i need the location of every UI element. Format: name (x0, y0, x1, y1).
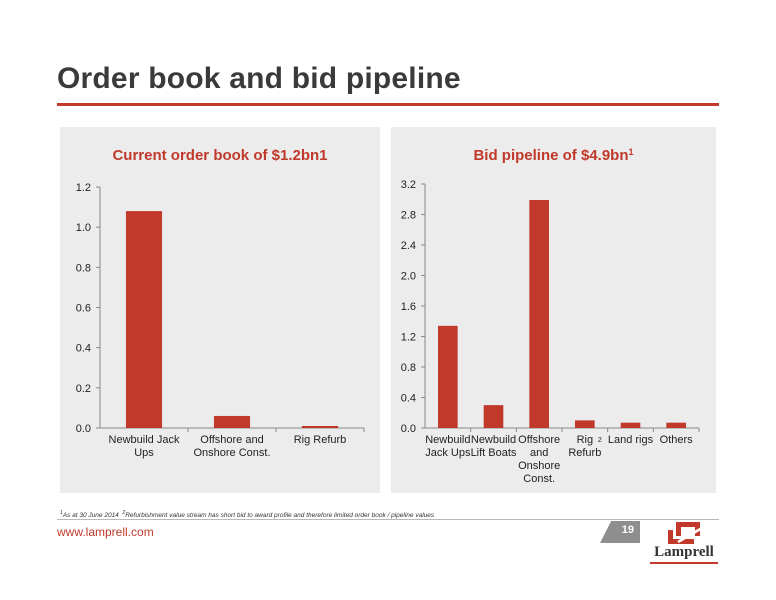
x-tick-label: Others (660, 434, 694, 446)
x-tick-label: Rig Refurb (294, 434, 347, 446)
bid-pipeline-chart-title: Bid pipeline of $4.9bn1 (391, 147, 716, 164)
page-number-tab (600, 521, 640, 543)
x-tick-label: Onshore Const. (193, 447, 270, 459)
order-book-chart-title-text: Current order book of $1.2bn (112, 147, 320, 164)
lamprell-logo-underline (650, 562, 718, 564)
y-tick-label: 0.8 (76, 262, 91, 274)
footer-divider (57, 519, 719, 520)
bar (483, 405, 504, 428)
y-tick-label: 1.2 (401, 332, 416, 344)
title-divider (57, 103, 719, 106)
bar (575, 420, 595, 428)
y-tick-label: 2.0 (401, 271, 416, 283)
x-tick-label: Const. (523, 473, 555, 485)
x-tick-label: Jack Ups (425, 447, 471, 459)
x-tick-label: Ups (134, 447, 154, 459)
y-tick-label: 0.0 (401, 423, 416, 435)
bar (438, 325, 458, 428)
y-tick-label: 0.4 (401, 393, 416, 405)
x-tick-label: Rig (577, 434, 594, 446)
slide-title: Order book and bid pipeline (57, 62, 461, 95)
bar (620, 422, 641, 428)
lamprell-logo: Lamprell (648, 520, 720, 566)
website-link[interactable]: www.lamprell.com (57, 525, 154, 539)
x-tick-label: Refurb (568, 447, 601, 459)
footnote: 1As at 30 June 2014 2Refurbishment value… (60, 510, 435, 520)
x-tick-label: Lift Boats (471, 447, 517, 459)
lamprell-logo-icon (668, 522, 703, 544)
lamprell-logo-text: Lamprell (654, 544, 714, 560)
y-tick-label: 0.8 (401, 362, 416, 374)
x-tick-label: Newbuild (425, 434, 470, 446)
bar (213, 415, 251, 428)
bid-pipeline-chart-panel: Bid pipeline of $4.9bn1 0.0 0.4 0.8 1.2 1.6 2… (391, 127, 716, 493)
x-tick-label: Land rigs (608, 434, 654, 446)
bar (301, 425, 339, 428)
footnote-1-text: As at 30 June 2014 (62, 512, 119, 520)
x-tick-label: Offshore (518, 434, 560, 446)
y-tick-label: 1.2 (76, 182, 91, 194)
bar (529, 200, 549, 428)
bid-pipeline-chart-title-text: Bid pipeline of $4.9bn (473, 147, 629, 164)
order-book-chart-panel: Current order book of $1.2bn1 0.0 0.2 0.4 0… (60, 127, 380, 493)
x-tick-label: and (530, 447, 548, 459)
page-number: 19 (621, 524, 634, 536)
y-tick-label: 1.6 (401, 301, 416, 313)
x-tick-label: Offshore and (200, 434, 263, 446)
x-tick-label: Onshore (518, 460, 560, 472)
bar (125, 211, 163, 428)
y-tick-label: 0.6 (76, 303, 91, 315)
y-tick-label: 2.4 (401, 240, 416, 252)
x-tick-label: Newbuild (471, 434, 516, 446)
y-tick-label: 0.4 (76, 343, 91, 355)
y-tick-label: 1.0 (76, 222, 91, 234)
x-tick-label: Newbuild Jack (109, 434, 180, 446)
y-tick-label: 0.0 (76, 423, 91, 435)
y-tick-label: 3.2 (401, 179, 416, 191)
order-book-chart-title: Current order book of $1.2bn1 (60, 147, 380, 164)
bar (666, 422, 686, 428)
order-book-chart-title-superscript: 1 (319, 147, 328, 164)
bid-pipeline-bar-chart: 0.0 0.4 0.8 1.2 1.6 2.0 2.4 2.8 3.2 NewbuildJack … (401, 179, 700, 485)
y-tick-label: 0.2 (76, 383, 91, 395)
x-tick-superscript: 2 (598, 437, 602, 444)
bid-pipeline-chart-title-superscript: 1 (628, 147, 634, 157)
y-tick-label: 2.8 (401, 210, 416, 222)
footnote-2-text: Refurbishment value stream has short bid… (125, 512, 435, 520)
